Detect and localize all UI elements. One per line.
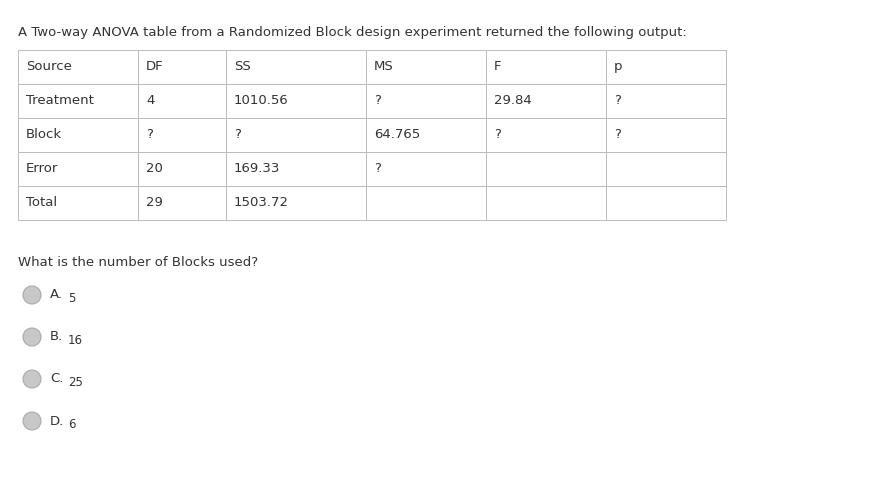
Bar xyxy=(606,50,726,84)
Bar xyxy=(226,118,366,152)
Text: 29.84: 29.84 xyxy=(494,95,532,107)
Bar xyxy=(366,50,486,84)
Text: What is the number of Blocks used?: What is the number of Blocks used? xyxy=(18,256,258,269)
Bar xyxy=(486,50,606,84)
Bar xyxy=(138,84,226,118)
Text: Source: Source xyxy=(26,60,72,74)
Text: 16: 16 xyxy=(68,334,83,346)
Bar xyxy=(226,186,366,220)
Text: Treatment: Treatment xyxy=(26,95,94,107)
Text: 20: 20 xyxy=(146,163,163,175)
Text: ?: ? xyxy=(234,128,241,142)
Bar xyxy=(366,84,486,118)
Text: Block: Block xyxy=(26,128,62,142)
Text: DF: DF xyxy=(146,60,163,74)
Circle shape xyxy=(23,328,41,346)
Bar xyxy=(366,186,486,220)
Circle shape xyxy=(23,412,41,430)
Bar xyxy=(606,84,726,118)
Bar xyxy=(226,50,366,84)
Text: 5: 5 xyxy=(68,292,75,304)
Bar xyxy=(18,152,138,186)
Text: 6: 6 xyxy=(68,417,75,431)
Bar xyxy=(138,186,226,220)
Bar xyxy=(18,84,138,118)
Text: 4: 4 xyxy=(146,95,155,107)
Bar xyxy=(18,118,138,152)
Text: A.: A. xyxy=(50,289,63,301)
Text: A Two-way ANOVA table from a Randomized Block design experiment returned the fol: A Two-way ANOVA table from a Randomized … xyxy=(18,26,686,39)
Text: ?: ? xyxy=(494,128,501,142)
Bar xyxy=(606,186,726,220)
Circle shape xyxy=(23,370,41,388)
Bar xyxy=(486,84,606,118)
Bar xyxy=(226,84,366,118)
Text: Error: Error xyxy=(26,163,59,175)
Text: 169.33: 169.33 xyxy=(234,163,281,175)
Text: ?: ? xyxy=(146,128,153,142)
Bar xyxy=(606,118,726,152)
Bar xyxy=(366,118,486,152)
Bar xyxy=(486,186,606,220)
Bar xyxy=(138,118,226,152)
Text: Total: Total xyxy=(26,196,57,210)
Text: ?: ? xyxy=(374,163,381,175)
Bar xyxy=(486,152,606,186)
Bar xyxy=(138,50,226,84)
Bar xyxy=(138,152,226,186)
Text: B.: B. xyxy=(50,330,63,343)
Bar xyxy=(18,186,138,220)
Bar xyxy=(226,152,366,186)
Text: 1010.56: 1010.56 xyxy=(234,95,289,107)
Text: F: F xyxy=(494,60,502,74)
Text: 25: 25 xyxy=(68,375,83,389)
Text: D.: D. xyxy=(50,415,64,427)
Circle shape xyxy=(23,286,41,304)
Text: MS: MS xyxy=(374,60,393,74)
Text: ?: ? xyxy=(614,128,621,142)
Bar xyxy=(486,118,606,152)
Text: ?: ? xyxy=(614,95,621,107)
Bar xyxy=(366,152,486,186)
Text: SS: SS xyxy=(234,60,250,74)
Text: 1503.72: 1503.72 xyxy=(234,196,289,210)
Bar xyxy=(606,152,726,186)
Text: C.: C. xyxy=(50,372,63,386)
Text: p: p xyxy=(614,60,622,74)
Text: 29: 29 xyxy=(146,196,163,210)
Text: 64.765: 64.765 xyxy=(374,128,420,142)
Bar xyxy=(18,50,138,84)
Text: ?: ? xyxy=(374,95,381,107)
